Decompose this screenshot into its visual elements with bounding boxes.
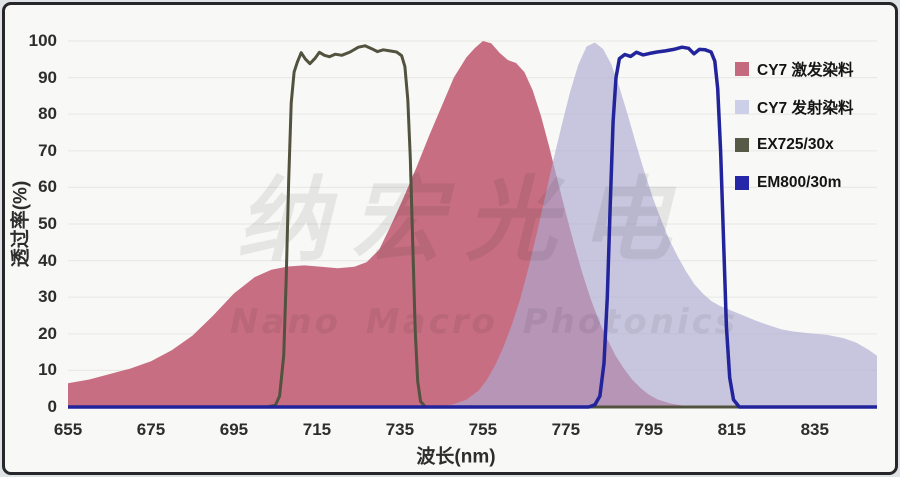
- legend: CY7 激发染料 CY7 发射染料 EX725/30x EM800/30m: [735, 50, 890, 202]
- y-tick-label-100: 100: [28, 31, 57, 50]
- x-tick-label-795: 795: [634, 420, 663, 439]
- legend-swatch-icon: [735, 176, 749, 190]
- x-tick-label-655: 655: [53, 420, 83, 439]
- x-tick-label-715: 715: [302, 420, 332, 439]
- y-tick-label-20: 20: [38, 323, 57, 343]
- y-tick-label-40: 40: [38, 250, 57, 270]
- y-tick-label-70: 70: [38, 140, 57, 160]
- y-tick-label-30: 30: [38, 287, 57, 307]
- legend-swatch-icon: [735, 100, 749, 114]
- x-tick-label-755: 755: [468, 420, 498, 439]
- y-tick-label-80: 80: [38, 104, 57, 124]
- y-tick-label-50: 50: [38, 214, 57, 233]
- legend-item-cy7-excitation: CY7 激发染料: [735, 50, 890, 88]
- legend-item-em800: EM800/30m: [735, 164, 890, 202]
- legend-item-ex725: EX725/30x: [735, 126, 890, 164]
- legend-swatch-icon: [735, 62, 749, 76]
- legend-swatch-icon: [735, 138, 749, 152]
- y-tick-label-60: 60: [38, 177, 57, 197]
- series-ex725-30x-filter: [68, 44, 877, 409]
- legend-label: CY7 激发染料: [757, 62, 854, 79]
- y-tick-label-10: 10: [38, 360, 57, 380]
- watermark-english: Nano Macro Photonics: [230, 302, 738, 342]
- x-tick-label-735: 735: [385, 420, 415, 439]
- y-axis-title: 透过率(%): [10, 180, 32, 268]
- x-tick-label-675: 675: [136, 420, 166, 439]
- legend-label: CY7 发射染料: [757, 100, 854, 117]
- x-tick-label-775: 775: [551, 420, 581, 439]
- y-tick-label-90: 90: [38, 67, 57, 87]
- x-tick-label-835: 835: [800, 420, 829, 439]
- legend-item-cy7-emission: CY7 发射染料: [735, 88, 890, 126]
- x-tick-label-815: 815: [717, 420, 746, 439]
- series-em800-30m-filter: [68, 45, 877, 409]
- x-axis-title: 波长(nm): [416, 446, 496, 468]
- y-tick-label-0: 0: [47, 397, 57, 416]
- legend-label: EX725/30x: [757, 136, 834, 153]
- legend-label: EM800/30m: [757, 174, 842, 191]
- watermark-chinese: 纳宏光电: [237, 167, 693, 274]
- series-cy7-emission-dye: [441, 42, 877, 407]
- x-tick-label-695: 695: [219, 420, 249, 439]
